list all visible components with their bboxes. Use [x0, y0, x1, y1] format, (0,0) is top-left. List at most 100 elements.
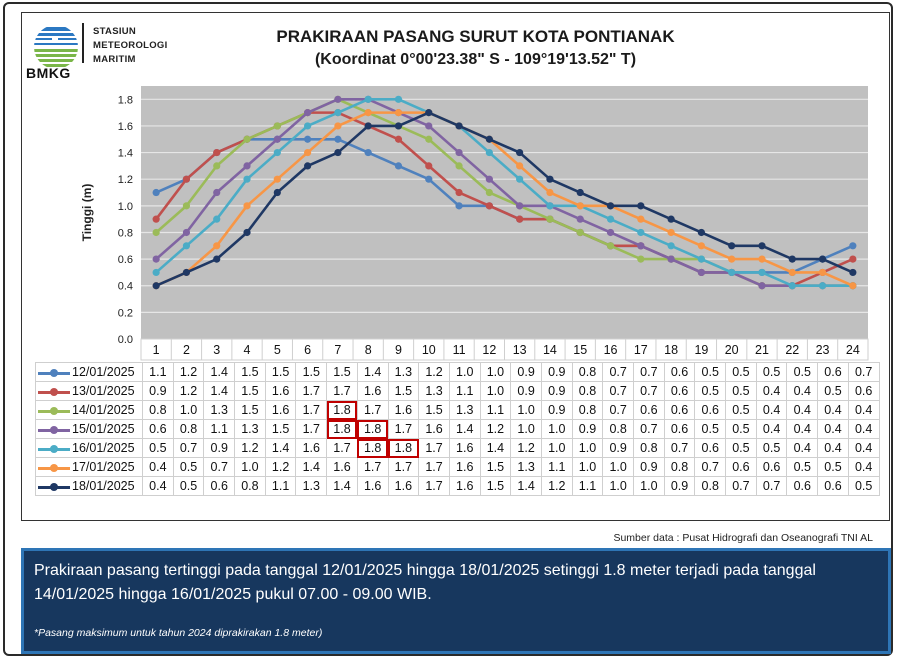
table-cell: 1.0	[479, 381, 512, 401]
table-cell: 1.7	[295, 419, 328, 439]
table-cell: 0.8	[571, 381, 604, 401]
data-point	[304, 148, 312, 157]
table-cell: 0.8	[694, 476, 727, 496]
data-point	[152, 255, 160, 263]
table-cell: 0.8	[571, 400, 604, 420]
data-point	[485, 175, 493, 183]
data-point	[667, 255, 675, 263]
data-point	[304, 122, 312, 130]
data-point	[273, 122, 281, 130]
table-cell: 1.4	[510, 476, 542, 496]
x-tick-label: 16	[604, 343, 618, 357]
table-cell: 0.9	[663, 476, 696, 496]
data-point	[394, 122, 403, 130]
data-point	[334, 135, 342, 143]
data-point	[485, 188, 493, 197]
data-point	[425, 122, 433, 130]
data-point	[455, 188, 463, 197]
data-point	[213, 162, 221, 170]
table-cell: 1.7	[356, 457, 389, 477]
table-cell: 0.7	[172, 438, 205, 458]
table-cell: 1.8	[356, 438, 389, 458]
bmkg-logo-icon	[34, 25, 78, 67]
table-cell: 0.4	[817, 419, 849, 439]
table-cell: 1.6	[448, 476, 481, 496]
table-cell: 0.4	[142, 457, 174, 477]
data-point	[637, 228, 645, 237]
data-point	[455, 162, 463, 170]
table-cell: 0.7	[203, 457, 236, 477]
table-cell: 1.8	[356, 419, 389, 439]
data-point	[697, 228, 705, 237]
legend-marker-icon	[38, 482, 70, 492]
table-cell: 0.6	[633, 400, 665, 420]
table-cell: 1.8	[326, 419, 358, 439]
data-point	[576, 228, 584, 237]
legend-label: 13/01/2025	[35, 381, 143, 401]
table-row: 12/01/2025 1.1 1.2 1.4 1.5 1.5 1.5 1.5 1.4 1.3 1.2…	[35, 362, 880, 382]
x-tick-label: 11	[453, 343, 466, 357]
table-cell: 1.0	[602, 457, 634, 477]
table-cell: 0.9	[540, 381, 573, 401]
data-point	[182, 228, 191, 237]
data-point	[606, 228, 615, 237]
data-point	[152, 228, 160, 237]
data-point	[243, 175, 251, 183]
table-cell: 0.7	[633, 362, 665, 382]
table-cell: 0.9	[633, 457, 665, 477]
table-cell: 1.5	[264, 362, 297, 382]
table-cell: 1.5	[387, 381, 420, 401]
table-cell: 1.5	[326, 362, 358, 382]
x-tick-label: 4	[244, 343, 251, 357]
x-tick-label: 14	[543, 343, 557, 357]
table-cell: 0.9	[540, 400, 573, 420]
data-point	[304, 135, 312, 143]
x-tick-label: 6	[304, 343, 311, 357]
table-cell: 0.6	[142, 419, 174, 439]
data-point	[394, 109, 403, 117]
data-point	[425, 135, 433, 143]
table-cell: 0.9	[540, 362, 573, 382]
table-cell: 0.9	[203, 438, 236, 458]
data-point	[273, 148, 281, 157]
y-axis-label: Tinggi (m)	[80, 184, 94, 242]
data-point	[546, 188, 554, 197]
x-tick-label: 3	[213, 343, 220, 357]
table-cell: 1.3	[295, 476, 328, 496]
station-name: STASIUN METEOROLOGI MARITIM	[93, 25, 168, 67]
table-cell: 0.4	[786, 381, 819, 401]
table-cell: 1.2	[510, 438, 542, 458]
table-cell: 1.7	[387, 419, 420, 439]
data-point	[152, 215, 160, 223]
table-row: 17/01/2025 0.4 0.5 0.7 1.0 1.2 1.4 1.6 1.7 1.7 1.7…	[35, 457, 880, 477]
data-point	[334, 95, 342, 103]
table-cell: 1.2	[172, 381, 205, 401]
table-cell: 0.5	[817, 457, 849, 477]
table-row: 13/01/2025 0.9 1.2 1.4 1.5 1.6 1.7 1.7 1.6 1.5 1.3…	[35, 381, 880, 401]
table-cell: 1.2	[264, 457, 297, 477]
table-cell: 0.5	[755, 438, 788, 458]
data-point	[455, 148, 463, 157]
data-point	[152, 188, 160, 197]
table-cell: 0.9	[510, 362, 542, 382]
table-cell: 1.5	[234, 400, 266, 420]
x-tick-label: 8	[365, 343, 372, 357]
y-tick-label: 1.2	[118, 174, 133, 186]
data-point	[606, 202, 615, 210]
legend-label: 12/01/2025	[35, 362, 143, 382]
y-tick-label: 1.6	[118, 121, 133, 133]
data-point	[606, 215, 615, 223]
data-point	[425, 175, 433, 183]
x-tick-label: 22	[785, 343, 799, 357]
table-cell: 0.4	[817, 400, 849, 420]
data-point	[546, 175, 554, 183]
data-point	[637, 242, 645, 250]
data-table: 12/01/2025 1.1 1.2 1.4 1.5 1.5 1.5 1.5 1.4 1.3 1.2…	[35, 362, 880, 496]
data-point	[273, 135, 281, 143]
x-tick-label: 2	[183, 343, 190, 357]
table-cell: 1.5	[418, 400, 450, 420]
y-tick-label: 0.2	[118, 307, 133, 319]
data-point	[213, 215, 221, 223]
data-source: Sumber data : Pusat Hidrografi dan Osean…	[613, 532, 873, 544]
data-point	[697, 255, 705, 263]
